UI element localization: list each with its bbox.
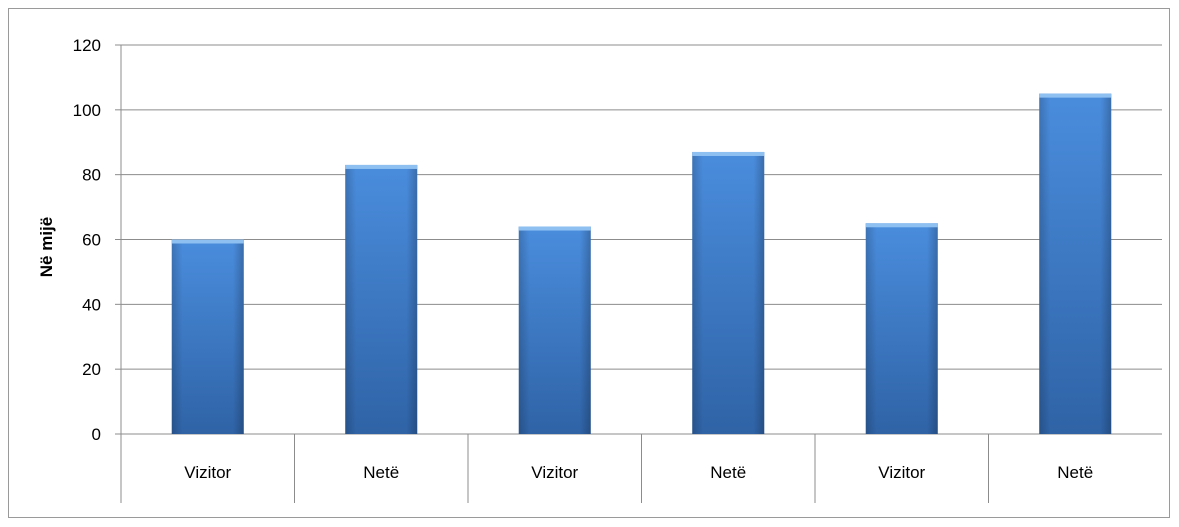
y-tick-label: 120 <box>73 36 101 55</box>
bar-highlight <box>171 239 244 244</box>
y-tick-label: 0 <box>92 425 101 444</box>
y-tick-labels: 0 20 40 60 80 100 120 <box>73 36 101 444</box>
bar-shade <box>692 151 765 434</box>
x-category-label: Netë <box>710 463 746 482</box>
bar-shade <box>171 239 244 434</box>
x-category-label: Vizitor <box>878 463 925 482</box>
x-category-label: Netë <box>363 463 399 482</box>
bar-shade <box>865 223 938 434</box>
x-category-label: Vizitor <box>531 463 578 482</box>
x-category-label: Netë <box>1057 463 1093 482</box>
bar-shade <box>345 164 418 435</box>
gridlines <box>121 44 1162 435</box>
x-category-labels: Vizitor Netë Vizitor Netë Vizitor Netë <box>184 463 1093 482</box>
y-tick-label: 20 <box>82 360 101 379</box>
bar-highlight <box>1039 93 1112 98</box>
bar-shade <box>518 226 591 434</box>
bar-highlight <box>345 164 418 169</box>
y-tick-label: 80 <box>82 166 101 185</box>
y-axis-label: Në mijë <box>37 217 56 277</box>
bars <box>171 93 1112 435</box>
bar-highlight <box>518 226 591 231</box>
bar-highlight <box>865 223 938 228</box>
y-tick-label: 100 <box>73 101 101 120</box>
axes <box>115 44 989 503</box>
y-tick-label: 40 <box>82 295 101 314</box>
bar-highlight <box>692 151 765 156</box>
y-tick-label: 60 <box>82 231 101 250</box>
x-category-label: Vizitor <box>184 463 231 482</box>
bar-shade <box>1039 93 1112 434</box>
